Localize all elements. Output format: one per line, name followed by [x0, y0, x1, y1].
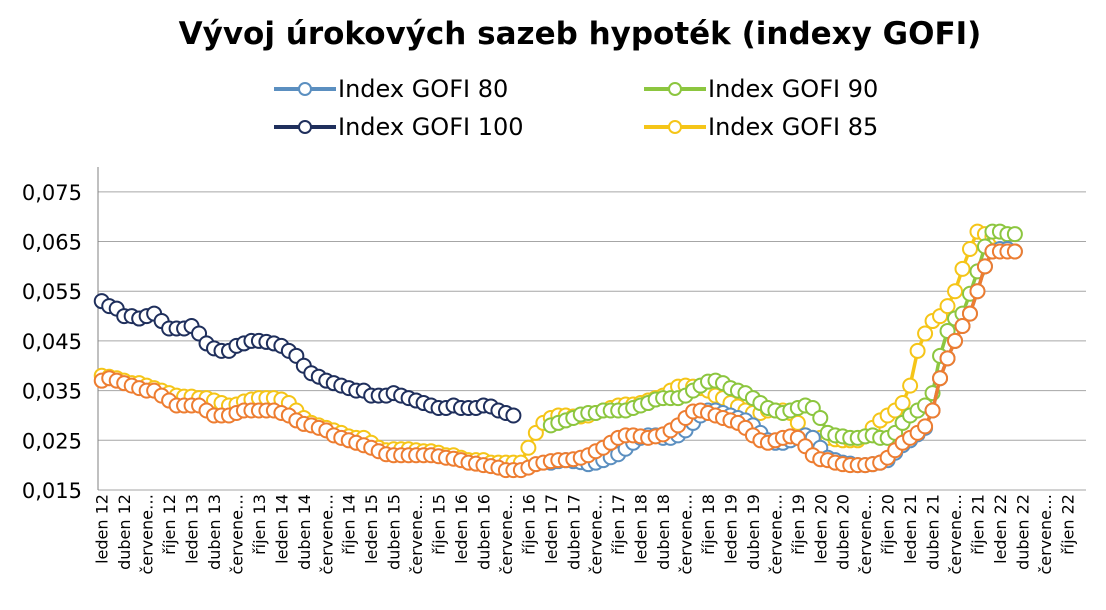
x-tick-label: červene…: [946, 494, 965, 575]
legend-item-gofi-100: Index GOFI 100: [272, 112, 524, 142]
x-tick-label: duben 20: [834, 494, 853, 570]
data-point-series-4: [924, 402, 941, 419]
data-point-series-4: [939, 350, 956, 367]
x-tick-label: leden 20: [811, 494, 830, 564]
data-point-index-gofi-85: [954, 260, 971, 277]
data-point-series-4: [969, 283, 986, 300]
data-point-series-4: [954, 318, 971, 335]
data-point-index-gofi-90: [812, 409, 829, 426]
data-point-series-4: [961, 305, 978, 322]
x-tick-label: říjen 20: [879, 494, 898, 555]
legend-swatch-gofi-90: [644, 82, 706, 96]
x-tick-label: leden 16: [452, 494, 471, 564]
x-tick-label: červene…: [497, 494, 516, 575]
data-point-index-gofi-85: [939, 298, 956, 315]
x-tick-label: červene…: [766, 494, 785, 575]
x-tick-label: říjen 13: [250, 494, 269, 555]
y-tick-label: 0,055: [22, 280, 82, 304]
y-tick-label: 0,025: [22, 429, 82, 453]
x-tick-label: duben 18: [654, 494, 673, 570]
x-tick-label: říjen 16: [519, 494, 538, 555]
legend-label-gofi-100: Index GOFI 100: [338, 113, 524, 141]
legend-swatch-gofi-80: [274, 82, 336, 96]
x-tick-label: leden 19: [721, 494, 740, 564]
x-tick-label: leden 12: [93, 494, 112, 564]
data-point-index-gofi-85: [947, 283, 964, 300]
data-point-index-gofi-85: [894, 395, 911, 412]
x-tick-label: duben 13: [205, 494, 224, 570]
chart-title: Vývoj úrokových sazeb hypoték (indexy GO…: [178, 16, 982, 52]
x-tick-label: duben 15: [385, 494, 404, 570]
x-tick-label: leden 17: [542, 494, 561, 564]
data-point-index-gofi-85: [909, 342, 926, 359]
x-tick-label: duben 22: [1013, 494, 1032, 570]
legend-swatch-gofi-85: [644, 120, 706, 134]
legend: Index GOFI 80 Index GOFI 90 Index GOFI 1…: [0, 0, 1106, 160]
x-tick-label: červene…: [317, 494, 336, 575]
x-tick-label: duben 17: [564, 494, 583, 570]
x-tick-label: říjen 15: [430, 494, 449, 555]
x-tick-label: duben 19: [744, 494, 763, 570]
data-point-index-gofi-100: [505, 407, 522, 424]
x-tick-label: červene…: [227, 494, 246, 575]
x-tick-label: duben 16: [474, 494, 493, 570]
data-point-index-gofi-90: [1006, 226, 1023, 243]
x-tick-label: duben 21: [924, 494, 943, 570]
x-tick-label: duben 14: [295, 494, 314, 570]
x-tick-label: říjen 21: [968, 494, 987, 555]
x-tick-label: červene…: [407, 494, 426, 575]
y-tick-label: 0,075: [22, 181, 82, 205]
x-tick-label: říjen 14: [340, 494, 359, 555]
y-tick-label: 0,035: [22, 380, 82, 404]
x-tick-label: říjen 17: [609, 494, 628, 555]
x-tick-label: červene…: [856, 494, 875, 575]
y-tick-label: 0,045: [22, 330, 82, 354]
x-tick-label: červene…: [677, 494, 696, 575]
data-point-series-4: [1006, 243, 1023, 260]
x-tick-label: říjen 19: [789, 494, 808, 555]
x-tick-label: leden 13: [183, 494, 202, 564]
y-tick-label: 0,065: [22, 231, 82, 255]
x-tick-label: červene…: [1036, 494, 1055, 575]
legend-swatch-gofi-100: [274, 120, 336, 134]
x-tick-label: leden 15: [362, 494, 381, 564]
x-tick-label: říjen 18: [699, 494, 718, 555]
x-tick-label: leden 22: [991, 494, 1010, 564]
data-point-index-gofi-85: [902, 377, 919, 394]
x-tick-label: červene…: [138, 494, 157, 575]
y-tick-label: 0,015: [22, 479, 82, 503]
legend-label-gofi-80: Index GOFI 80: [338, 75, 509, 103]
legend-item-gofi-90: Index GOFI 90: [642, 74, 878, 104]
data-point-index-gofi-85: [961, 240, 978, 257]
legend-item-gofi-85: Index GOFI 85: [642, 112, 878, 142]
legend-label-gofi-90: Index GOFI 90: [708, 75, 879, 103]
data-point-series-4: [917, 418, 934, 435]
data-point-index-gofi-85: [520, 439, 537, 456]
data-point-index-gofi-85: [917, 325, 934, 342]
legend-label-gofi-85: Index GOFI 85: [708, 113, 879, 141]
x-tick-label: leden 18: [632, 494, 651, 564]
x-tick-label: leden 21: [901, 494, 920, 564]
x-tick-label: leden 14: [272, 494, 291, 564]
data-point-series-4: [976, 258, 993, 275]
x-tick-label: červene…: [587, 494, 606, 575]
legend-item-gofi-80: Index GOFI 80: [272, 74, 508, 104]
x-tick-label: říjen 12: [160, 494, 179, 555]
data-point-series-4: [932, 370, 949, 387]
x-tick-label: duben 12: [115, 494, 134, 570]
data-point-series-4: [947, 332, 964, 349]
x-tick-label: říjen 22: [1058, 494, 1077, 555]
